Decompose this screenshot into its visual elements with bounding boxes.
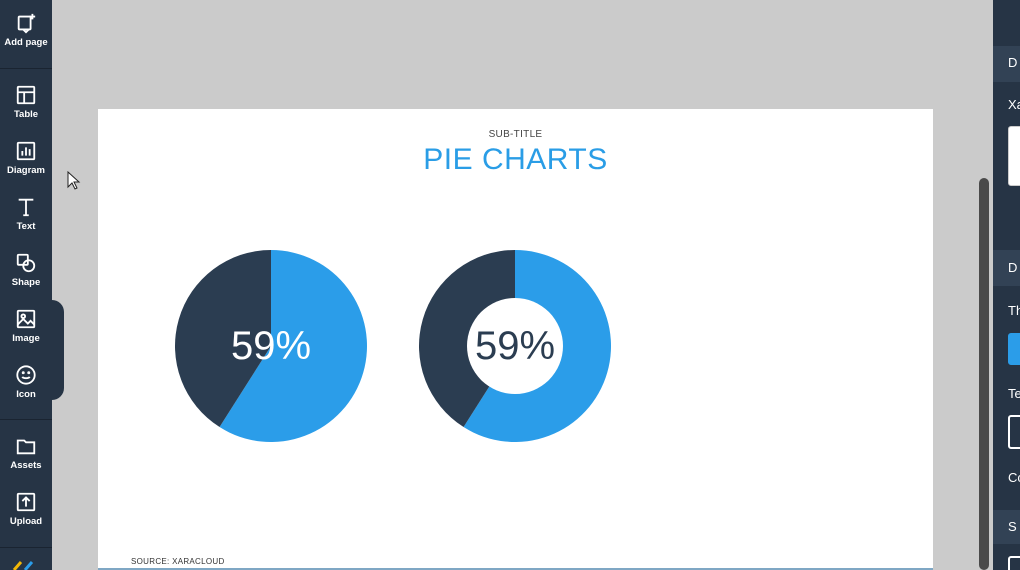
panel-section-label: S bbox=[1008, 519, 1017, 534]
diagram-button[interactable]: Diagram bbox=[0, 140, 52, 192]
image-button[interactable]: Image bbox=[0, 308, 52, 360]
add-page-label: Add page bbox=[4, 37, 48, 48]
upload-label: Upload bbox=[9, 516, 43, 527]
assets-label: Assets bbox=[10, 460, 42, 471]
icon-button[interactable]: Icon bbox=[0, 364, 52, 416]
left-toolbar: Add page Table Diagram Text Shape Image bbox=[0, 0, 52, 570]
shape-label: Shape bbox=[11, 277, 41, 288]
folder-icon bbox=[16, 439, 36, 455]
app-logo bbox=[12, 561, 34, 570]
add-page-icon bbox=[17, 13, 36, 34]
panel-input[interactable] bbox=[1008, 126, 1020, 186]
source-caption[interactable]: SOURCE: XARACLOUD bbox=[131, 557, 225, 566]
panel-field-label: Th bbox=[1008, 303, 1020, 318]
donut-chart[interactable]: 59% bbox=[419, 250, 611, 442]
mouse-cursor-icon bbox=[67, 171, 81, 190]
panel-input[interactable] bbox=[1008, 556, 1020, 570]
table-icon bbox=[16, 85, 36, 105]
table-button[interactable]: Table bbox=[0, 84, 52, 136]
donut-hole bbox=[467, 298, 563, 394]
shape-button[interactable]: Shape bbox=[0, 252, 52, 304]
pie-chart[interactable]: 59% bbox=[175, 250, 368, 442]
panel-field-label: Te bbox=[1008, 386, 1020, 401]
panel-section-header[interactable] bbox=[993, 510, 1020, 544]
slide-title[interactable]: PIE CHARTS bbox=[423, 143, 608, 176]
slide-page[interactable]: SUB-TITLE PIE CHARTS 59% 59% SOURCE: XAR… bbox=[98, 109, 933, 570]
charts-area: 59% 59% bbox=[175, 250, 611, 442]
panel-color-swatch[interactable] bbox=[1008, 333, 1020, 365]
divider bbox=[0, 419, 52, 420]
panel-section-header[interactable] bbox=[993, 250, 1020, 286]
add-page-button[interactable]: Add page bbox=[0, 12, 52, 64]
text-label: Text bbox=[16, 221, 36, 232]
text-button[interactable]: Text bbox=[0, 196, 52, 248]
image-icon bbox=[16, 309, 36, 329]
upload-icon bbox=[16, 492, 36, 512]
panel-select[interactable] bbox=[1008, 415, 1020, 449]
divider bbox=[0, 547, 52, 548]
panel-field-label: Co bbox=[1008, 470, 1020, 485]
smiley-icon bbox=[16, 365, 36, 385]
donut-center-label: 59% bbox=[475, 324, 555, 368]
table-label: Table bbox=[13, 109, 39, 120]
shape-icon bbox=[16, 253, 36, 273]
panel-field-label: Xa bbox=[1008, 97, 1020, 112]
slide-subtitle[interactable]: SUB-TITLE bbox=[488, 129, 543, 140]
pie-slice-secondary bbox=[175, 250, 271, 428]
panel-section-header[interactable] bbox=[993, 46, 1020, 82]
divider bbox=[0, 68, 52, 69]
panel-section-label: D bbox=[1008, 260, 1018, 275]
vertical-scrollbar[interactable] bbox=[979, 178, 989, 570]
diagram-icon bbox=[16, 141, 36, 161]
panel-section-label: D bbox=[1008, 55, 1018, 70]
assets-button[interactable]: Assets bbox=[0, 435, 52, 487]
text-icon bbox=[18, 198, 34, 217]
page-edge bbox=[98, 568, 933, 570]
diagram-label: Diagram bbox=[6, 165, 45, 176]
upload-button[interactable]: Upload bbox=[0, 491, 52, 543]
icon-label: Icon bbox=[16, 389, 36, 400]
pie-center-label: 59% bbox=[231, 324, 311, 368]
pie-slice-primary bbox=[219, 250, 368, 442]
image-label: Image bbox=[12, 333, 40, 344]
toolbar-collapse-handle[interactable] bbox=[52, 300, 64, 400]
properties-panel: D Xa D Th Te Co S bbox=[993, 0, 1020, 570]
